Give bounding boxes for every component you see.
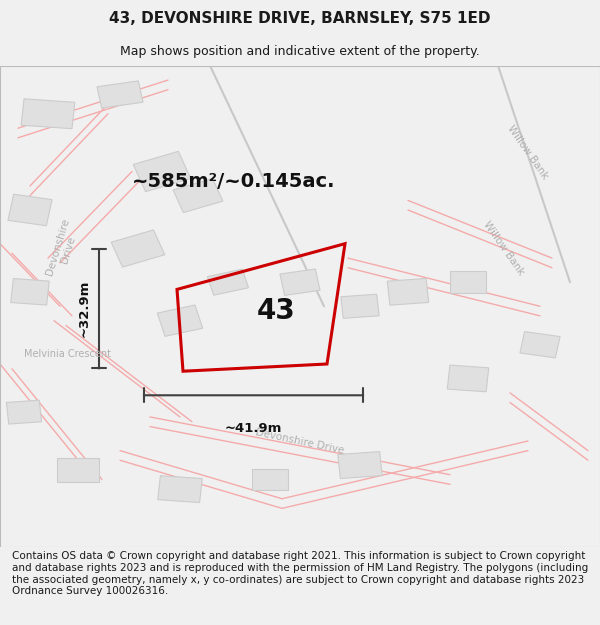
- Text: Devonshire Drive: Devonshire Drive: [255, 427, 345, 455]
- Text: Willow Bank: Willow Bank: [482, 219, 526, 278]
- Polygon shape: [252, 469, 288, 491]
- Polygon shape: [157, 305, 203, 336]
- Polygon shape: [97, 81, 143, 108]
- Text: ~32.9m: ~32.9m: [77, 280, 91, 338]
- Text: Willow Bank: Willow Bank: [506, 123, 550, 181]
- Polygon shape: [133, 151, 191, 192]
- Text: Contains OS data © Crown copyright and database right 2021. This information is : Contains OS data © Crown copyright and d…: [12, 551, 588, 596]
- Polygon shape: [447, 365, 489, 392]
- Text: Devonshire
Drive: Devonshire Drive: [44, 217, 82, 280]
- Polygon shape: [338, 452, 382, 479]
- Polygon shape: [208, 269, 248, 295]
- Text: 43, DEVONSHIRE DRIVE, BARNSLEY, S75 1ED: 43, DEVONSHIRE DRIVE, BARNSLEY, S75 1ED: [109, 11, 491, 26]
- Polygon shape: [173, 179, 223, 212]
- Polygon shape: [450, 271, 486, 293]
- Polygon shape: [280, 269, 320, 296]
- Text: ~41.9m: ~41.9m: [225, 422, 282, 435]
- Text: 43: 43: [257, 297, 295, 325]
- Text: Melvinia Crescent: Melvinia Crescent: [24, 349, 111, 359]
- Polygon shape: [158, 476, 202, 502]
- Polygon shape: [57, 458, 99, 482]
- Polygon shape: [8, 194, 52, 226]
- Polygon shape: [21, 99, 75, 129]
- Text: Map shows position and indicative extent of the property.: Map shows position and indicative extent…: [120, 45, 480, 58]
- Polygon shape: [111, 230, 165, 267]
- Polygon shape: [341, 294, 379, 318]
- Polygon shape: [11, 279, 49, 305]
- Text: ~585m²/~0.145ac.: ~585m²/~0.145ac.: [132, 172, 335, 191]
- Polygon shape: [7, 400, 41, 424]
- Polygon shape: [520, 332, 560, 358]
- Polygon shape: [387, 279, 429, 305]
